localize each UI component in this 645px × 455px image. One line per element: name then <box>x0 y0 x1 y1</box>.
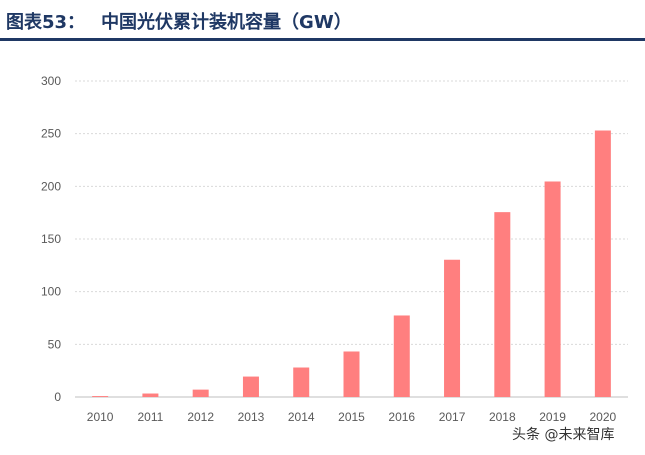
bar-2019 <box>544 181 561 397</box>
x-tick-label: 2010 <box>87 410 114 424</box>
bar-2012 <box>192 389 209 397</box>
bar-2010 <box>92 396 109 397</box>
bar-2015 <box>343 351 360 397</box>
x-tick-label: 2012 <box>187 410 214 424</box>
title-divider <box>0 38 645 41</box>
chart-title: 中国光伏累计装机容量（GW） <box>101 12 352 33</box>
x-tick-label: 2019 <box>539 410 566 424</box>
y-tick-label: 0 <box>54 390 61 404</box>
y-tick-label: 200 <box>41 179 61 193</box>
figure-label: 图表53： <box>6 12 86 33</box>
bar-2017 <box>444 259 461 397</box>
y-tick-label: 250 <box>41 127 61 141</box>
x-tick-label: 2016 <box>388 410 415 424</box>
x-tick-label: 2018 <box>489 410 516 424</box>
bar-2020 <box>594 130 611 398</box>
x-tick-label: 2017 <box>439 410 466 424</box>
x-tick-label: 2013 <box>238 410 265 424</box>
bar-2013 <box>242 376 259 397</box>
x-tick-label: 2014 <box>288 410 315 424</box>
bar-2014 <box>293 367 310 397</box>
x-tick-label: 2011 <box>138 410 164 424</box>
x-tick-label: 2015 <box>338 410 365 424</box>
bar-2018 <box>494 212 511 397</box>
y-tick-label: 300 <box>41 74 61 88</box>
bar-2016 <box>393 315 410 397</box>
y-tick-label: 150 <box>41 232 61 246</box>
figure-title-bar: 图表53： 中国光伏累计装机容量（GW） <box>6 6 636 36</box>
x-tick-label: 2020 <box>590 410 617 424</box>
watermark: 头条 @未来智库 <box>512 427 615 443</box>
bar-2011 <box>142 393 159 397</box>
y-tick-label: 100 <box>41 285 61 299</box>
y-tick-label: 50 <box>48 337 62 351</box>
